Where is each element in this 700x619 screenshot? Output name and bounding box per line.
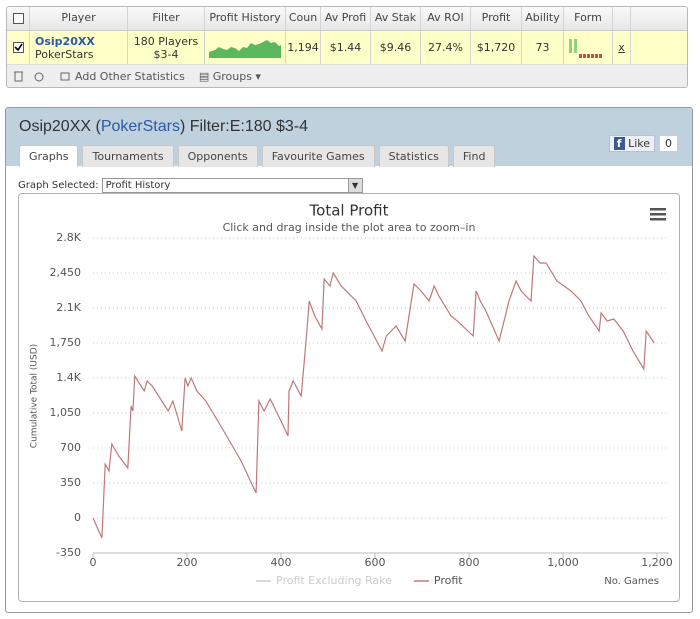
title-player: Osip20XX ( bbox=[19, 118, 101, 135]
x-axis-label: No. Games bbox=[604, 576, 659, 587]
chart-container: Total Profit Click and drag inside the p… bbox=[18, 193, 680, 602]
tab[interactable]: Tournaments bbox=[82, 145, 174, 167]
header-cell[interactable]: Av Profi bbox=[321, 7, 371, 30]
title-site[interactable]: PokerStars bbox=[100, 118, 180, 135]
player-grid: Player Filter Profit History Coun Av Pro… bbox=[6, 6, 688, 88]
filter-cell: 180 Players $3-4 bbox=[128, 31, 205, 64]
grid-toolbar: Add Other Statistics ▤ Groups ▾ bbox=[7, 65, 687, 87]
player-site: PokerStars bbox=[35, 47, 94, 61]
x-tick-label: 800 bbox=[459, 556, 480, 569]
graph-label: Graph Selected: bbox=[18, 180, 99, 191]
tab[interactable]: Graphs bbox=[19, 145, 79, 167]
y-axis-label: Cumulative Total (USD) bbox=[30, 344, 40, 448]
like-widget: f Like 0 bbox=[608, 135, 678, 152]
header-cell[interactable]: Ability bbox=[522, 7, 564, 30]
groups-menu[interactable]: ▤ Groups ▾ bbox=[198, 69, 261, 83]
select-all-cell[interactable] bbox=[7, 7, 30, 30]
header-cell[interactable]: Form bbox=[564, 7, 613, 30]
av-roi-cell: 27.4% bbox=[421, 31, 471, 64]
panel-header: Osip20XX (PokerStars) Filter:E:180 $3-4 … bbox=[6, 108, 692, 167]
y-tick-label: 350 bbox=[60, 476, 81, 489]
form-cell bbox=[564, 31, 613, 64]
check-mark bbox=[13, 43, 23, 52]
grid-row[interactable]: Osip20XX PokerStars 180 Players $3-4 1,1… bbox=[7, 31, 687, 65]
legend-label: Profit bbox=[434, 574, 463, 587]
chart-title: Total Profit bbox=[309, 202, 389, 220]
profit-history-cell bbox=[205, 31, 286, 64]
add-statistics[interactable]: Add Other Statistics bbox=[75, 69, 185, 83]
y-tick-label: 1,750 bbox=[50, 336, 82, 349]
x-tick-label: 200 bbox=[177, 556, 198, 569]
count-cell: 1,194 bbox=[286, 31, 321, 64]
player-name[interactable]: Osip20XX bbox=[35, 34, 95, 48]
header-cell[interactable]: Av ROI bbox=[421, 7, 471, 30]
y-tick-label: -350 bbox=[56, 546, 81, 559]
grid-header: Player Filter Profit History Coun Av Pro… bbox=[7, 7, 687, 31]
y-tick-label: 2.1K bbox=[56, 301, 81, 314]
header-cell[interactable]: Filter bbox=[128, 7, 205, 30]
av-profit-cell: $1.44 bbox=[321, 31, 371, 64]
player-cell: Osip20XX PokerStars bbox=[30, 31, 128, 64]
graph-selected[interactable]: Profit History bbox=[105, 180, 171, 191]
remove-button[interactable]: x bbox=[613, 31, 631, 64]
groups-label[interactable]: Groups bbox=[212, 69, 252, 83]
dropdown-arrow[interactable]: ▼ bbox=[347, 179, 362, 192]
tab[interactable]: Favourite Games bbox=[261, 145, 375, 167]
header-cell[interactable]: Av Stak bbox=[371, 7, 421, 30]
like-label[interactable]: Like bbox=[628, 137, 650, 150]
title-filter: ) Filter:E:180 $3-4 bbox=[179, 118, 309, 135]
panel-title: Osip20XX (PokerStars) Filter:E:180 $3-4 bbox=[19, 118, 308, 136]
header-cell bbox=[613, 7, 631, 30]
header-cell[interactable]: Player bbox=[30, 7, 128, 30]
y-tick-label: 2.8K bbox=[56, 231, 81, 244]
ability-cell: 73 bbox=[522, 31, 564, 64]
x-tick-label: 400 bbox=[271, 556, 292, 569]
profit-cell: $1,720 bbox=[471, 31, 522, 64]
graph-dropdown[interactable]: Profit History ▼ bbox=[101, 178, 363, 193]
tab[interactable]: Find bbox=[452, 145, 496, 167]
x-tick-label: 1,000 bbox=[547, 556, 579, 569]
tab-bar: Graphs Tournaments Opponents Favourite G… bbox=[19, 145, 496, 167]
chart: Total Profit Click and drag inside the p… bbox=[30, 202, 673, 588]
row-select-cell[interactable] bbox=[7, 31, 30, 64]
header-cell[interactable]: Profit bbox=[471, 7, 522, 30]
header-cell[interactable]: Coun bbox=[286, 7, 321, 30]
form-icon bbox=[569, 38, 602, 58]
header-cell[interactable]: Profit History bbox=[205, 7, 286, 30]
tab[interactable]: Opponents bbox=[177, 145, 258, 167]
legend-label: Profit Excluding Rake bbox=[276, 574, 392, 587]
menu-button[interactable] bbox=[650, 208, 666, 221]
like-button[interactable]: f Like bbox=[608, 135, 655, 152]
y-tick-label: 700 bbox=[60, 441, 81, 454]
x-tick-label: 0 bbox=[90, 556, 97, 569]
graph-selector: Graph Selected: Profit History ▼ bbox=[18, 178, 363, 193]
profit-sparkline bbox=[209, 39, 281, 58]
player-panel: Osip20XX (PokerStars) Filter:E:180 $3-4 … bbox=[5, 107, 693, 613]
like-count: 0 bbox=[659, 135, 678, 152]
y-tick-label: 0 bbox=[74, 511, 81, 524]
av-stake-cell: $9.46 bbox=[371, 31, 421, 64]
tab[interactable]: Statistics bbox=[378, 145, 449, 167]
y-tick-label: 1,050 bbox=[50, 406, 82, 419]
toolbar-icons[interactable] bbox=[13, 69, 73, 83]
y-tick-label: 2,450 bbox=[50, 266, 82, 279]
chart-subtitle: Click and drag inside the plot area to z… bbox=[223, 221, 476, 234]
checkbox[interactable] bbox=[12, 42, 24, 53]
x-tick-label: 1,200 bbox=[641, 556, 673, 569]
x-tick-label: 600 bbox=[365, 556, 386, 569]
y-tick-label: 1.4K bbox=[56, 371, 81, 384]
checkbox[interactable] bbox=[12, 13, 24, 24]
data-line bbox=[92, 254, 655, 539]
